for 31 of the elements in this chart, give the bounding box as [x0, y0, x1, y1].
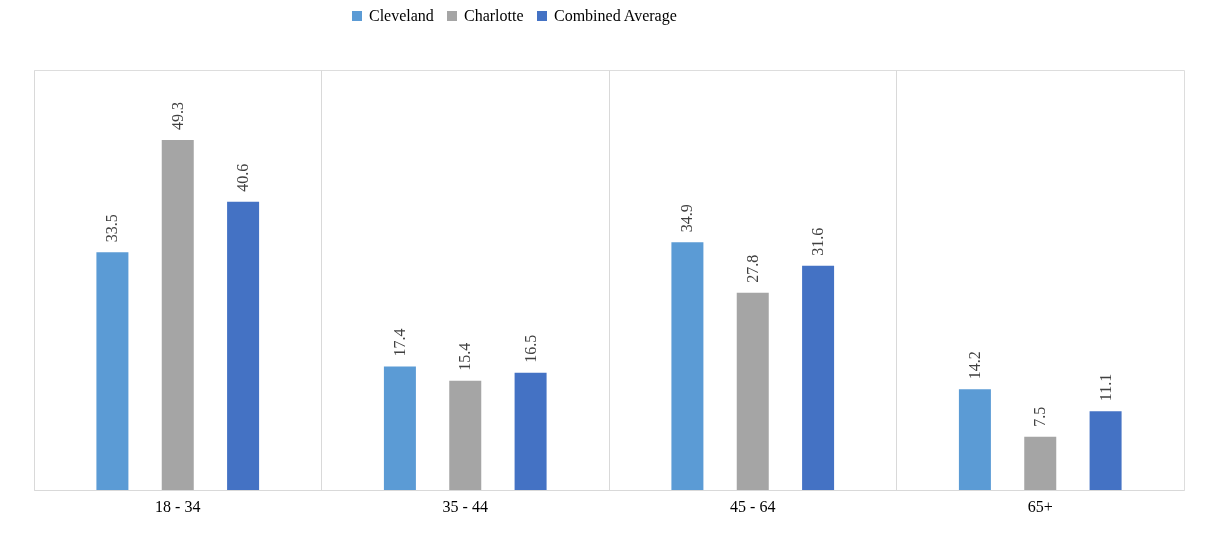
x-tick-label: 45 - 64 — [730, 497, 776, 515]
data-label: 16.5 — [521, 334, 539, 363]
bar — [383, 366, 416, 490]
bar — [227, 201, 260, 490]
bar — [736, 292, 769, 490]
data-label: 17.4 — [390, 328, 408, 357]
data-label: 15.4 — [456, 342, 474, 371]
bar — [449, 380, 482, 490]
legend-label: Charlotte — [464, 7, 524, 24]
bar — [514, 372, 547, 490]
data-label: 34.9 — [678, 204, 696, 233]
x-tick-label: 65+ — [1027, 497, 1053, 515]
data-label: 31.6 — [809, 227, 827, 256]
bar — [958, 389, 991, 490]
x-tick-label: 35 - 44 — [442, 497, 488, 515]
x-tick-label: 18 - 34 — [155, 497, 201, 515]
data-label: 33.5 — [103, 214, 121, 243]
data-label: 49.3 — [168, 102, 186, 130]
bar — [1024, 436, 1057, 490]
legend-label: Combined Average — [554, 7, 677, 25]
legend-label: Cleveland — [369, 7, 434, 24]
bar — [802, 265, 835, 490]
bar — [96, 252, 129, 490]
data-label: 11.1 — [1096, 373, 1114, 402]
bar — [1089, 411, 1122, 490]
bar — [161, 140, 194, 490]
bar — [671, 242, 704, 490]
data-label: 14.2 — [965, 351, 983, 380]
data-label: 7.5 — [1031, 406, 1049, 427]
data-label: 40.6 — [234, 163, 252, 192]
data-label: 27.8 — [743, 254, 761, 283]
